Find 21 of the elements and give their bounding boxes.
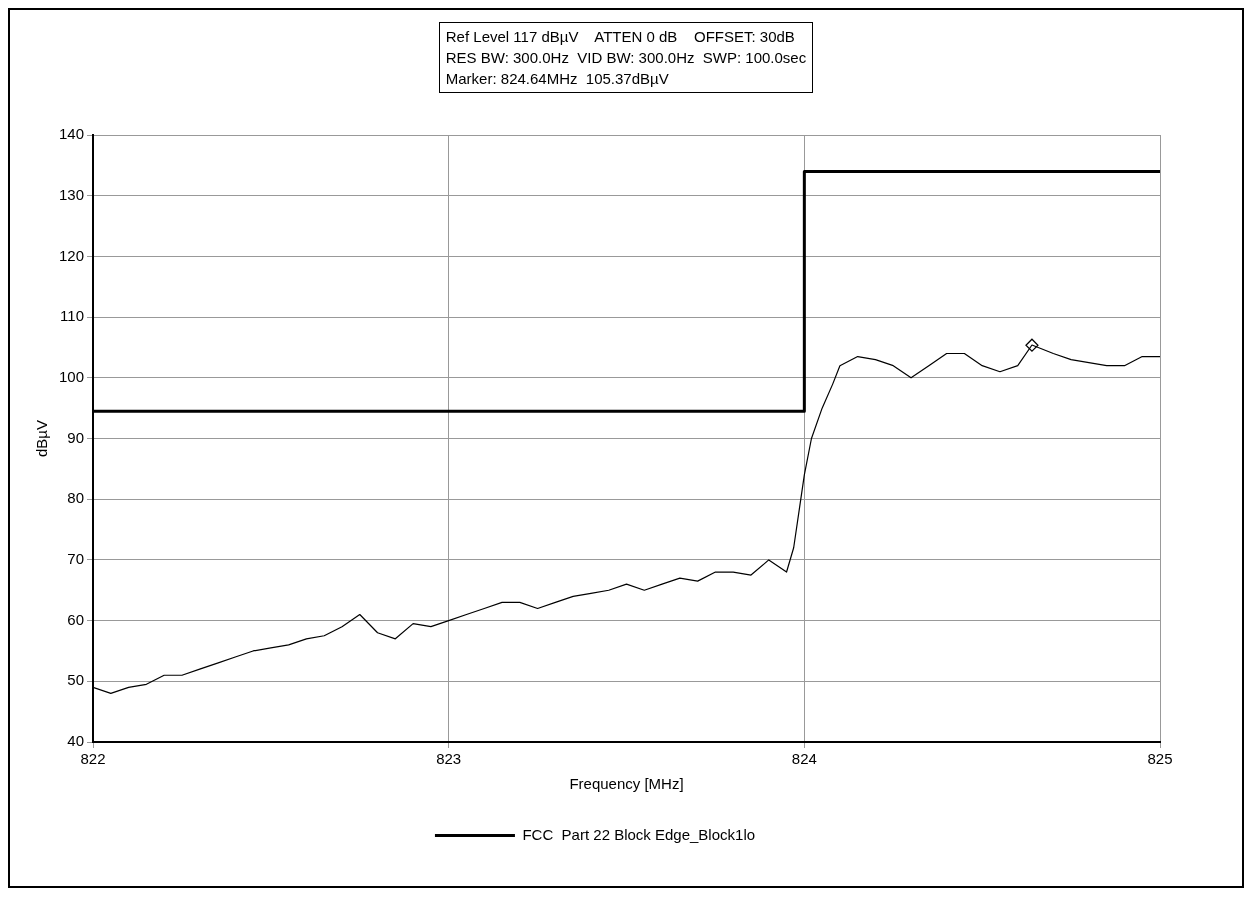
y-tick-label: 110 (60, 307, 85, 325)
y-axis-title: dBµV (33, 420, 51, 457)
text: FCC Part 22 Block Edge_Block1lo (522, 825, 756, 843)
y-tick-label: 120 (59, 246, 85, 264)
x-tick-label: 822 (80, 750, 106, 768)
y-tick-label: 100 (59, 367, 85, 385)
y-tick-label: 50 (67, 671, 85, 689)
x-tick-label: 825 (1147, 750, 1173, 768)
y-tick-label: 140 (59, 125, 85, 143)
x-axis-title: Frequency [MHz] (569, 775, 684, 793)
y-tick-label: 60 (67, 610, 85, 628)
x-tick-label: 823 (436, 750, 462, 768)
y-tick-label: 90 (67, 428, 85, 446)
y-tick-label: 80 (67, 489, 85, 507)
y-tick-label: 130 (59, 185, 85, 203)
text: Marker: 824.64MHz 105.37dBµV (445, 69, 670, 89)
text: Ref Level 117 dBµV ATTEN 0 dB OFFSET: 30dB (445, 27, 796, 47)
x-tick-label: 824 (791, 750, 817, 768)
text: RES BW: 300.0Hz VID BW: 300.0Hz SWP: 100.0sec (445, 48, 807, 68)
y-tick-label: 40 (67, 732, 85, 750)
y-tick-label: 70 (67, 550, 85, 568)
